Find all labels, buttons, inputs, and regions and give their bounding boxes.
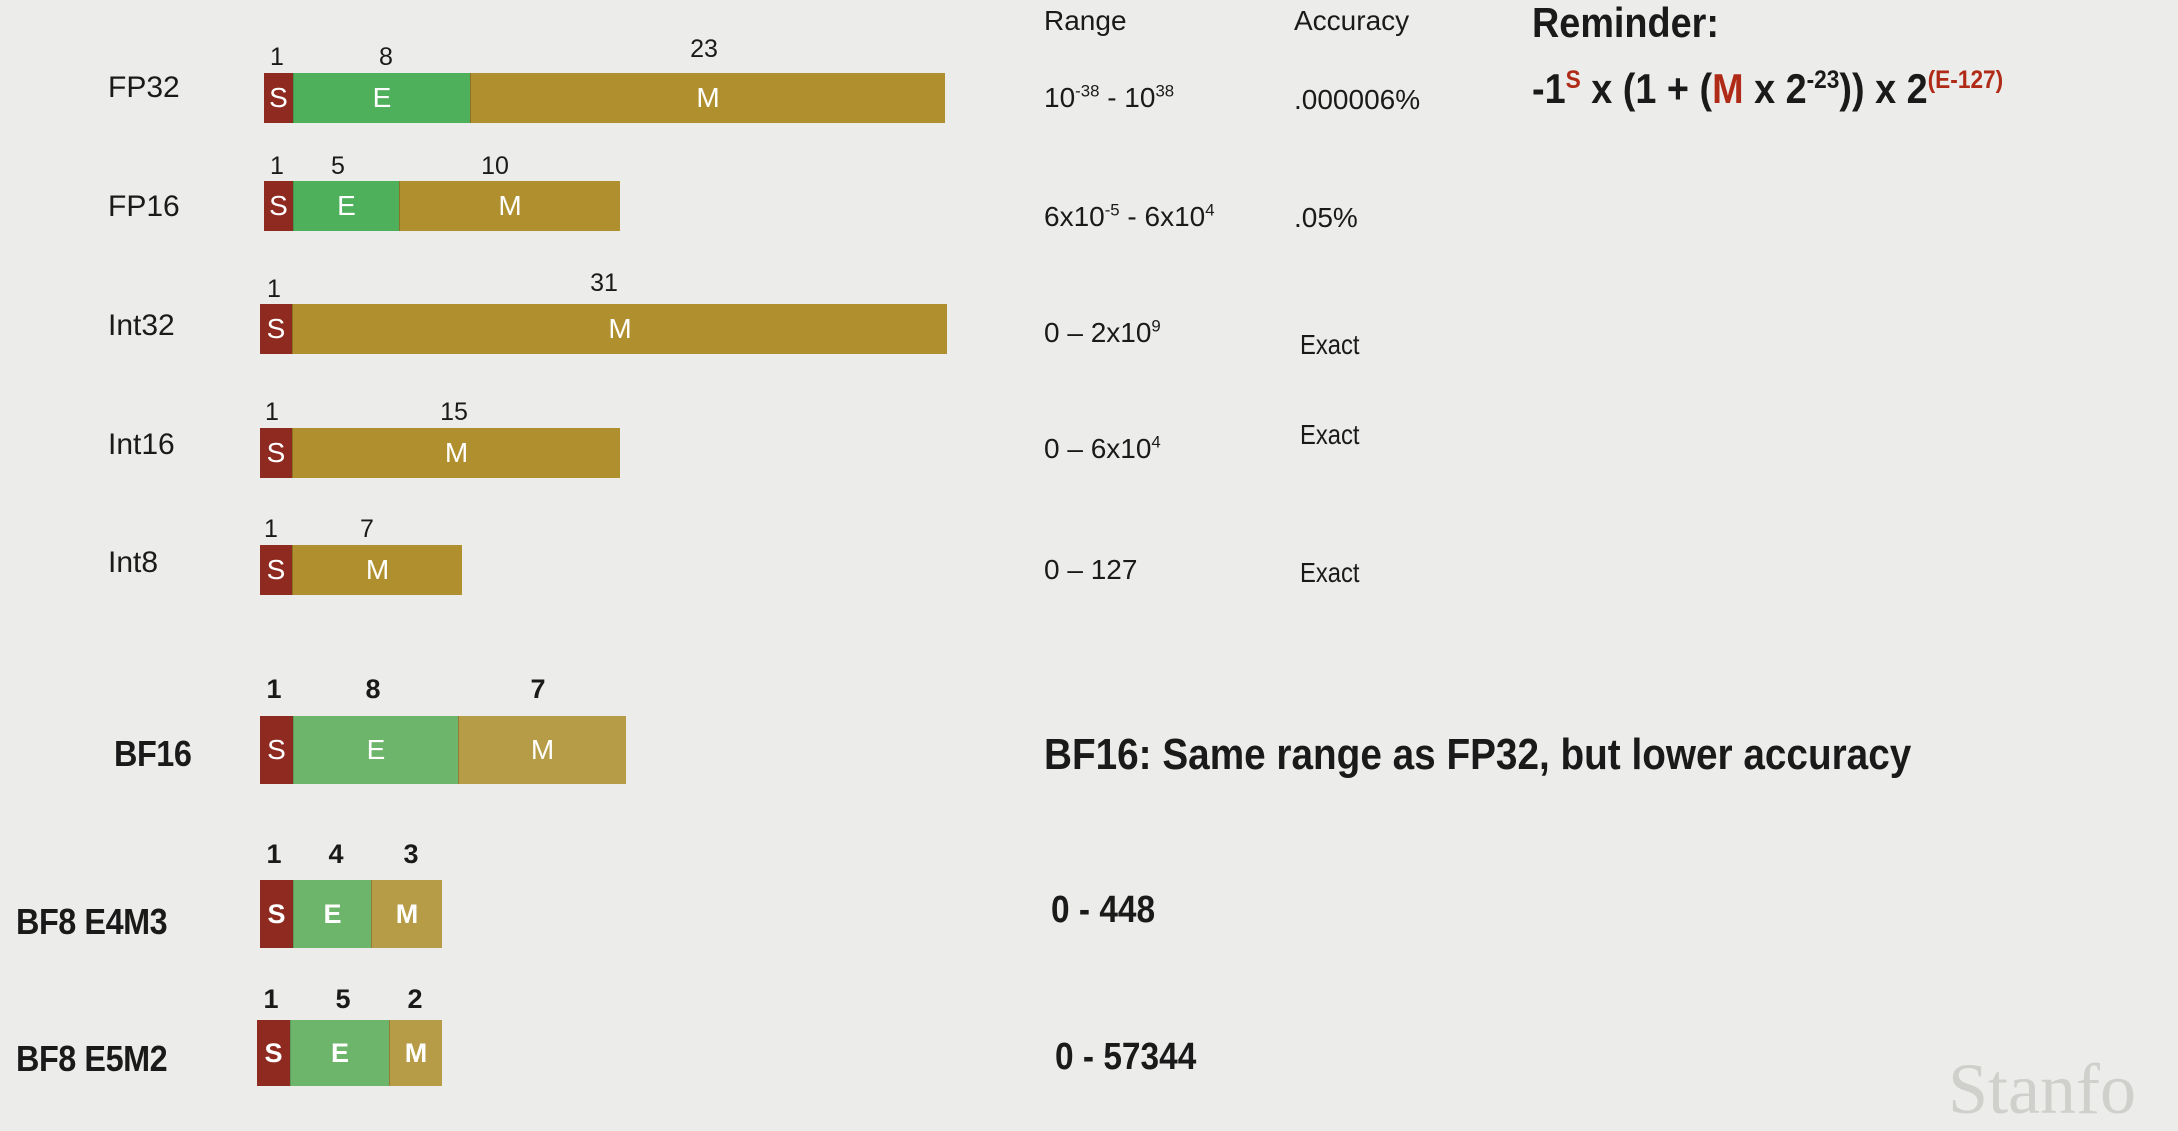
bit-layout-bar-bf16: S E M: [260, 716, 626, 784]
range-bf8-e4m3: 0 - 448: [1051, 889, 1156, 931]
sign-segment: S: [260, 880, 293, 948]
bit-count-sign: 1: [266, 674, 282, 704]
bf16-note: BF16: Same range as FP32, but lower accu…: [1044, 730, 1912, 779]
bit-layout-bar-fp32: S E M: [264, 73, 945, 123]
bit-layout-bar-int8: S M: [260, 545, 462, 595]
accuracy-fp32: .000006%: [1294, 84, 1421, 115]
sign-segment: S: [260, 716, 293, 784]
exponent-segment: E: [293, 181, 399, 231]
format-label-bf16: BF16: [114, 733, 192, 774]
bit-count-sign: 1: [267, 275, 281, 303]
bit-count-mantissa: 10: [481, 152, 509, 180]
range-bf8-e5m2: 0 - 57344: [1055, 1036, 1197, 1078]
mantissa-segment: M: [470, 73, 945, 123]
sign-segment: S: [260, 545, 292, 595]
mantissa-segment: M: [458, 716, 626, 784]
exponent-segment: E: [293, 880, 371, 948]
range-fp32: 10-38 - 1038: [1044, 81, 1175, 113]
mantissa-segment: M: [292, 304, 947, 354]
mantissa-segment: M: [292, 545, 462, 595]
sign-segment: S: [257, 1020, 290, 1086]
accuracy-fp16: .05%: [1294, 202, 1358, 233]
format-label-int32: Int32: [108, 309, 175, 342]
bit-count-exponent: 8: [379, 43, 393, 71]
exponent-segment: E: [293, 716, 458, 784]
bit-count-exponent: 5: [331, 152, 345, 180]
bit-count-exponent: 4: [328, 839, 344, 869]
sign-segment: S: [260, 304, 292, 354]
bit-count-mantissa: 23: [690, 35, 718, 63]
exponent-segment: E: [293, 73, 470, 123]
bit-count-mantissa: 7: [530, 674, 546, 704]
bit-count-mantissa: 2: [407, 984, 423, 1014]
bit-count-sign: 1: [270, 152, 284, 180]
format-label-bf8-e4m3: BF8 E4M3: [16, 901, 168, 942]
bit-count-sign: 1: [270, 43, 284, 71]
accuracy-int8: Exact: [1300, 557, 1360, 588]
bit-count-mantissa: 7: [360, 515, 374, 543]
bit-layout-bar-bf8-e4m3: S E M: [260, 880, 442, 948]
bit-layout-bar-int32: S M: [260, 304, 947, 354]
bit-count-sign: 1: [263, 984, 279, 1014]
sign-segment: S: [264, 73, 293, 123]
reminder-title: Reminder:: [1532, 0, 1719, 46]
format-label-fp32: FP32: [108, 71, 180, 104]
bit-count-mantissa: 15: [440, 398, 468, 426]
bit-count-exponent: 5: [335, 984, 351, 1014]
format-label-int16: Int16: [108, 428, 175, 461]
bit-layout-bar-fp16: S E M: [264, 181, 620, 231]
bit-count-sign: 1: [265, 398, 279, 426]
range-int16: 0 – 6x104: [1044, 432, 1161, 464]
bit-layout-bar-bf8-e5m2: S E M: [257, 1020, 442, 1086]
sign-segment: S: [260, 428, 292, 478]
bit-layout-bar-int16: S M: [260, 428, 620, 478]
accuracy-header: Accuracy: [1294, 5, 1410, 36]
bit-count-exponent: 8: [365, 674, 381, 704]
accuracy-int32: Exact: [1300, 329, 1360, 360]
range-header: Range: [1044, 5, 1127, 36]
sign-segment: S: [264, 181, 293, 231]
range-fp16: 6x10-5 - 6x104: [1044, 200, 1215, 232]
stanford-watermark: Stanfo: [1948, 1049, 2136, 1129]
mantissa-segment: M: [292, 428, 620, 478]
exponent-segment: E: [290, 1020, 389, 1086]
reminder-formula: -1S x (1 + (M x 2-23)) x 2(E-127): [1532, 65, 2004, 112]
format-label-bf8-e5m2: BF8 E5M2: [16, 1038, 168, 1079]
mantissa-segment: M: [371, 880, 442, 948]
range-int8: 0 – 127: [1044, 554, 1138, 585]
bit-count-mantissa: 31: [590, 269, 618, 297]
mantissa-segment: M: [389, 1020, 442, 1086]
bit-count-sign: 1: [264, 515, 278, 543]
format-label-int8: Int8: [108, 546, 159, 579]
format-label-fp16: FP16: [108, 190, 180, 223]
bit-count-sign: 1: [266, 839, 282, 869]
mantissa-segment: M: [399, 181, 620, 231]
range-int32: 0 – 2x109: [1044, 316, 1161, 348]
bit-count-mantissa: 3: [403, 839, 419, 869]
accuracy-int16: Exact: [1300, 419, 1360, 450]
